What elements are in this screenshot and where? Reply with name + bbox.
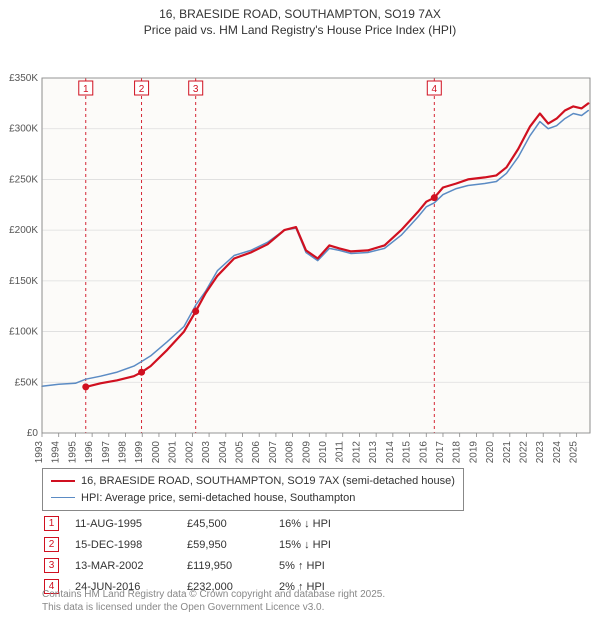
- chart-container: 16, BRAESIDE ROAD, SOUTHAMPTON, SO19 7AX…: [0, 0, 600, 460]
- legend-row: HPI: Average price, semi-detached house,…: [51, 490, 455, 507]
- svg-text:1998: 1998: [118, 441, 129, 464]
- legend: 16, BRAESIDE ROAD, SOUTHAMPTON, SO19 7AX…: [42, 468, 464, 511]
- footer-line2: This data is licensed under the Open Gov…: [42, 601, 385, 614]
- svg-text:2025: 2025: [569, 441, 580, 464]
- svg-text:2011: 2011: [335, 441, 346, 463]
- svg-text:2021: 2021: [502, 441, 513, 464]
- line-chart: £0 £50K £100K £150K £200K £250K £300K £350K 1993…: [0, 38, 600, 498]
- svg-text:2013: 2013: [368, 441, 379, 464]
- table-row: 2 15-DEC-1998£59,95015% ↓ HPI: [44, 535, 345, 554]
- svg-text:1997: 1997: [101, 441, 112, 464]
- svg-text:2005: 2005: [234, 441, 245, 464]
- table-row: 1 11-AUG-1995£45,50016% ↓ HPI: [44, 514, 345, 533]
- svg-text:£150K: £150K: [9, 276, 38, 287]
- svg-text:£200K: £200K: [9, 226, 38, 237]
- svg-text:£0: £0: [27, 428, 39, 439]
- svg-text:£100K: £100K: [9, 327, 38, 338]
- sale-price: £45,500: [187, 514, 277, 533]
- svg-text:£250K: £250K: [9, 175, 38, 186]
- svg-text:£300K: £300K: [9, 124, 38, 135]
- sale-marker-cell: 2: [44, 535, 73, 554]
- svg-text:2024: 2024: [552, 441, 563, 464]
- chart-title: 16, BRAESIDE ROAD, SOUTHAMPTON, SO19 7AX…: [0, 0, 600, 38]
- sale-date: 13-MAR-2002: [75, 556, 185, 575]
- svg-text:2016: 2016: [418, 441, 429, 464]
- legend-label: HPI: Average price, semi-detached house,…: [81, 490, 355, 507]
- sales-table: 1 11-AUG-1995£45,50016% ↓ HPI 2 15-DEC-1998…: [42, 512, 347, 598]
- arrow-icon: ↑: [298, 560, 304, 572]
- arrow-icon: ↓: [304, 539, 310, 551]
- sale-date: 15-DEC-1998: [75, 535, 185, 554]
- svg-text:2003: 2003: [201, 441, 212, 464]
- title-address: 16, BRAESIDE ROAD, SOUTHAMPTON, SO19 7AX: [0, 6, 600, 22]
- svg-text:2019: 2019: [468, 441, 479, 464]
- sale-vs-hpi: 16% ↓ HPI: [279, 514, 345, 533]
- svg-text:2000: 2000: [151, 441, 162, 464]
- legend-label: 16, BRAESIDE ROAD, SOUTHAMPTON, SO19 7AX…: [81, 473, 455, 490]
- svg-text:1999: 1999: [134, 441, 145, 464]
- legend-swatch: [51, 480, 75, 482]
- svg-text:2018: 2018: [452, 441, 463, 464]
- sale-price: £119,950: [187, 556, 277, 575]
- sale-marker-box: 1: [44, 516, 59, 531]
- svg-text:1994: 1994: [51, 441, 62, 464]
- table-row: 3 13-MAR-2002£119,9505% ↑ HPI: [44, 556, 345, 575]
- title-subtitle: Price paid vs. HM Land Registry's House …: [0, 22, 600, 38]
- svg-text:2015: 2015: [402, 441, 413, 464]
- sale-marker-cell: 1: [44, 514, 73, 533]
- svg-text:£350K: £350K: [9, 73, 38, 84]
- svg-text:2: 2: [139, 84, 145, 95]
- svg-text:2012: 2012: [351, 441, 362, 464]
- sale-marker-box: 3: [44, 558, 59, 573]
- svg-text:2008: 2008: [285, 441, 296, 464]
- svg-text:2007: 2007: [268, 441, 279, 464]
- sale-date: 11-AUG-1995: [75, 514, 185, 533]
- sale-vs-hpi: 15% ↓ HPI: [279, 535, 345, 554]
- legend-row: 16, BRAESIDE ROAD, SOUTHAMPTON, SO19 7AX…: [51, 473, 455, 490]
- svg-text:1995: 1995: [67, 441, 78, 464]
- svg-text:2022: 2022: [519, 441, 530, 464]
- footer-line1: Contains HM Land Registry data © Crown c…: [42, 588, 385, 601]
- svg-text:2002: 2002: [184, 441, 195, 464]
- sale-vs-hpi: 5% ↑ HPI: [279, 556, 345, 575]
- svg-text:1: 1: [83, 84, 89, 95]
- svg-text:2014: 2014: [385, 441, 396, 464]
- sale-marker-cell: 3: [44, 556, 73, 575]
- footer: Contains HM Land Registry data © Crown c…: [42, 588, 385, 614]
- svg-text:1993: 1993: [34, 441, 45, 464]
- sale-price: £59,950: [187, 535, 277, 554]
- svg-text:1996: 1996: [84, 441, 95, 464]
- svg-text:2004: 2004: [218, 441, 229, 464]
- svg-text:£50K: £50K: [15, 378, 39, 389]
- svg-text:3: 3: [193, 84, 199, 95]
- arrow-icon: ↓: [304, 518, 310, 530]
- svg-text:2001: 2001: [168, 441, 179, 464]
- legend-swatch: [51, 497, 75, 498]
- svg-text:2006: 2006: [251, 441, 262, 464]
- svg-text:2020: 2020: [485, 441, 496, 464]
- svg-text:2017: 2017: [435, 441, 446, 464]
- svg-text:4: 4: [432, 84, 438, 95]
- svg-text:2023: 2023: [535, 441, 546, 464]
- sale-marker-box: 2: [44, 537, 59, 552]
- svg-text:2010: 2010: [318, 441, 329, 464]
- svg-text:2009: 2009: [301, 441, 312, 464]
